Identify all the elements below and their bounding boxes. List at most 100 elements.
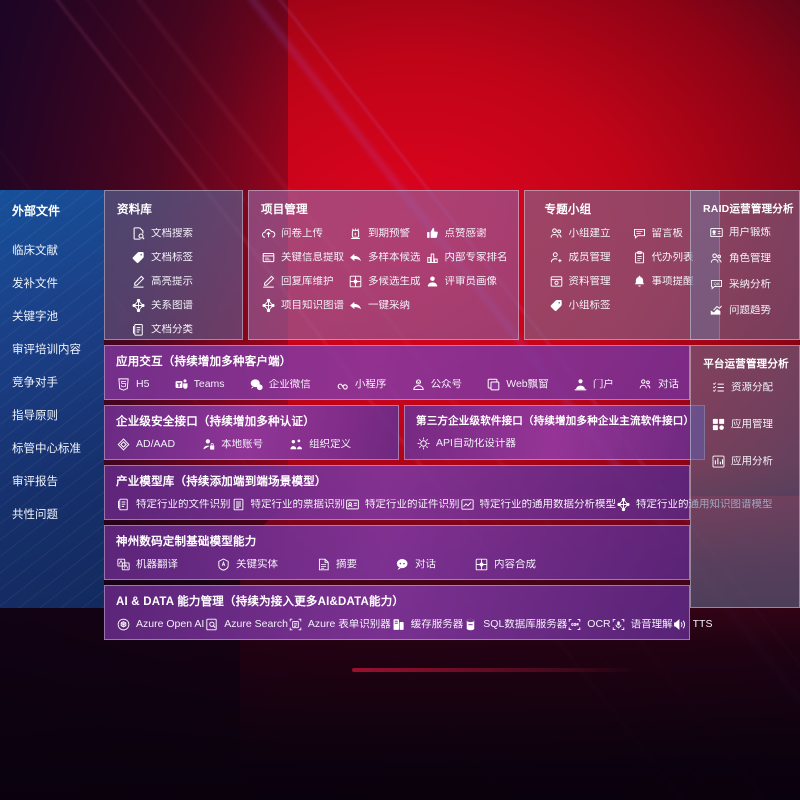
library-item-relation-graph[interactable]: 关系图谱 — [131, 298, 232, 313]
sidebar-item-guidelines[interactable]: 指导原则 — [0, 400, 104, 433]
basemodel-item-content-synthesis[interactable]: 内容合成 — [474, 557, 536, 572]
sidebar-item-label: 发补文件 — [12, 278, 58, 290]
sidebar-item-label: 审评报告 — [12, 476, 58, 488]
interaction-item-label: 小程序 — [354, 379, 387, 390]
project-item-multi-sample-candidates[interactable]: 多样本候选 — [348, 250, 421, 265]
sidebar-item-review-report[interactable]: 审评报告 — [0, 466, 104, 499]
security-item-ad-aad[interactable]: AD/AAD — [116, 437, 175, 452]
project-item-key-info-extract[interactable]: 关键信息提取 — [261, 250, 344, 265]
aidata-item-sql-database[interactable]: SQL数据库服务器 — [463, 617, 567, 632]
aidata-item-ocr[interactable]: OCR — [567, 617, 611, 632]
project-item-reviewer-profile[interactable]: 评审员画像 — [425, 274, 508, 289]
sidebar-item-keyword-pool[interactable]: 关键字池 — [0, 301, 104, 334]
project-item-internal-expert-ranking[interactable]: 内部专家排名 — [425, 250, 508, 265]
interaction-item-teams[interactable]: Teams — [174, 377, 225, 392]
project-item-knowledge-graph[interactable]: 项目知识图谱 — [261, 298, 344, 313]
industry-item-file-recognition[interactable]: 特定行业的文件识别 — [116, 497, 231, 512]
team-item-material-management[interactable]: 资料管理 — [549, 274, 626, 289]
basemodel-item-summary[interactable]: 摘要 — [316, 557, 357, 572]
library-item-label: 文档标签 — [151, 252, 193, 263]
project-item-expiry-alert[interactable]: 到期预警 — [348, 226, 421, 241]
platform-item-app-management[interactable]: 应用管理 — [711, 417, 789, 432]
basemodel-item-key-entity[interactable]: 关键实体 — [216, 557, 278, 572]
raid-item-grid: 用户锻炼 角色管理 QA 采纳分析 问题趋势 — [703, 225, 789, 318]
team-item-todo-list[interactable]: 代办列表 — [632, 250, 709, 265]
team-item-label: 资料管理 — [568, 276, 611, 287]
basemodel-item-dialog[interactable]: 对话 — [395, 557, 436, 572]
interaction-item-official-account[interactable]: 公众号 — [411, 377, 462, 392]
industry-item-label: 特定行业的票据识别 — [250, 499, 346, 510]
raid-item-issue-trend[interactable]: 问题趋势 — [709, 303, 789, 318]
team-item-message-board[interactable]: 留言板 — [632, 226, 709, 241]
team-item-event-reminder[interactable]: 事项提醒 — [632, 274, 709, 289]
security-item-local-account[interactable]: 本地账号 — [201, 437, 263, 452]
team-item-create-group[interactable]: 小组建立 — [549, 226, 626, 241]
aidata-item-azure-search[interactable]: Azure Search — [204, 617, 288, 632]
aidata-item-form-recognizer[interactable]: Azure 表单识别器 — [288, 617, 391, 632]
industry-item-receipt-recognition[interactable]: 特定行业的票据识别 — [231, 497, 346, 512]
basemodel-item-label: 对话 — [415, 559, 436, 570]
project-item-label: 项目知识图谱 — [281, 300, 344, 311]
panel-base-model-title: 神州数码定制基础模型能力 — [116, 536, 257, 548]
team-item-member-management[interactable]: 成员管理 — [549, 250, 626, 265]
project-item-thanks-like[interactable]: 点赞感谢 — [425, 226, 508, 241]
raid-item-adoption-analysis[interactable]: QA 采纳分析 — [709, 277, 789, 292]
extract-icon — [261, 250, 276, 265]
library-item-document-category[interactable]: 文档分类 — [131, 322, 232, 337]
aidata-item-label: Azure Search — [224, 619, 288, 630]
role-users-icon — [709, 251, 724, 266]
raid-item-user-training[interactable]: 用户锻炼 — [709, 225, 789, 240]
sidebar-item-supplement-docs[interactable]: 发补文件 — [0, 268, 104, 301]
sidebar-item-common-issues[interactable]: 共性问题 — [0, 499, 104, 532]
project-item-questionnaire-upload[interactable]: 问卷上传 — [261, 226, 344, 241]
basemodel-item-machine-translation[interactable]: 机器翻译 — [116, 557, 178, 572]
industry-item-data-analysis-model[interactable]: 特定行业的通用数据分析模型 — [460, 497, 616, 512]
interaction-item-wechat-work[interactable]: 企业微信 — [249, 377, 311, 392]
platform-item-app-analytics[interactable]: 应用分析 — [711, 454, 789, 469]
security-item-org-definition[interactable]: 组织定义 — [289, 437, 351, 452]
project-item-label: 回复库维护 — [281, 276, 334, 287]
merge-icon — [474, 557, 489, 572]
interaction-item-portal[interactable]: 门户 — [573, 377, 614, 392]
industry-items: 特定行业的文件识别 特定行业的票据识别 特定行业的证件识别 特定行业的通用数据分… — [116, 497, 773, 512]
project-item-one-click-adopt[interactable]: 一键采纳 — [348, 298, 421, 313]
library-item-document-tag[interactable]: 文档标签 — [131, 250, 232, 265]
platform-item-label: 应用管理 — [731, 419, 773, 430]
id-card-icon — [345, 497, 360, 512]
team-item-label: 小组建立 — [568, 228, 611, 239]
industry-item-id-card-recognition[interactable]: 特定行业的证件识别 — [345, 497, 460, 512]
panel-library-title: 资料库 — [117, 204, 153, 216]
aidata-item-label: TTS — [692, 619, 713, 630]
checklist-icon — [711, 380, 726, 395]
reply-arrow-icon — [348, 298, 363, 313]
thirdparty-item-api-designer[interactable]: API自动化设计器 — [416, 436, 516, 451]
interaction-item-web-popup[interactable]: Web飘窗 — [486, 377, 549, 392]
aidata-item-speech-understanding[interactable]: 语音理解 — [611, 617, 673, 632]
panel-thirdparty-software: 第三方企业级软件接口（持续增加多种企业主流软件接口） API自动化设计器 — [404, 405, 706, 460]
sidebar-item-label: 标管中心标准 — [12, 443, 81, 455]
sidebar-item-standards-center[interactable]: 标管中心标准 — [0, 433, 104, 466]
aidata-item-tts[interactable]: TTS — [673, 617, 713, 632]
interaction-item-miniprogram[interactable]: 小程序 — [335, 377, 387, 392]
library-item-label: 高亮提示 — [151, 276, 193, 287]
sidebar-item-clinical-literature[interactable]: 临床文献 — [0, 235, 104, 268]
aidata-item-cache-server[interactable]: 缓存服务器 — [391, 617, 463, 632]
interaction-item-dialog[interactable]: 对话 — [638, 377, 679, 392]
project-item-multi-candidate-generate[interactable]: 多候选生成 — [348, 274, 421, 289]
shield-azure-icon — [116, 437, 131, 452]
interaction-item-h5[interactable]: H5 — [116, 377, 149, 392]
group-add-icon — [549, 226, 564, 241]
team-item-group-tag[interactable]: 小组标签 — [549, 298, 626, 313]
sidebar-item-competitors[interactable]: 竞争对手 — [0, 367, 104, 400]
sql-database-icon — [463, 617, 478, 632]
aidata-item-azure-openai[interactable]: Azure Open AI — [116, 617, 204, 632]
raid-item-role-management[interactable]: 角色管理 — [709, 251, 789, 266]
library-item-highlight-hint[interactable]: 高亮提示 — [131, 274, 232, 289]
project-item-reply-library-maintain[interactable]: 回复库维护 — [261, 274, 344, 289]
security-item-label: 本地账号 — [221, 439, 264, 450]
industry-item-knowledge-graph-model[interactable]: 特定行业的通用知识图谱模型 — [616, 497, 773, 512]
platform-item-resource-allocation[interactable]: 资源分配 — [711, 380, 789, 395]
library-item-document-search[interactable]: 文档搜索 — [131, 226, 232, 241]
sidebar-item-review-training[interactable]: 审评培训内容 — [0, 334, 104, 367]
sidebar-item-label: 竞争对手 — [12, 377, 58, 389]
